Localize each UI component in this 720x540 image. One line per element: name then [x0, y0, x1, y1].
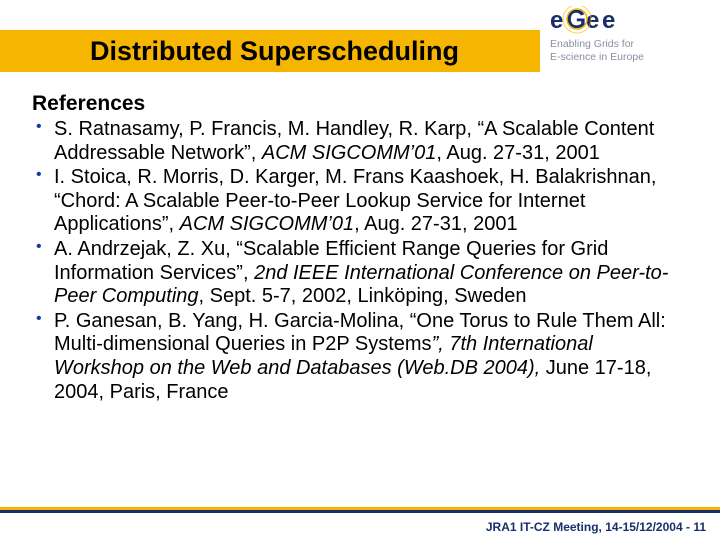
- ref-text-b: , Aug. 27-31, 2001: [354, 213, 517, 235]
- ref-text-b: , Sept. 5-7, 2002, Linköping, Sweden: [199, 285, 527, 307]
- reference-item: A. Andrzejak, Z. Xu, “Scalable Efficient…: [32, 238, 688, 309]
- footer-text: JRA1 IT-CZ Meeting, 14-15/12/2004 - 11: [486, 520, 706, 534]
- ref-ital: ACM SIGCOMM’01: [180, 213, 354, 235]
- ref-ital: ACM SIGCOMM’01: [262, 142, 436, 164]
- tagline-line2: E-science in Europe: [550, 51, 710, 64]
- logo-tagline: Enabling Grids for E-science in Europe: [550, 38, 710, 63]
- tagline-line1: Enabling Grids for: [550, 38, 710, 51]
- slide: Distributed Superscheduling e G e e Enab…: [0, 0, 720, 540]
- slide-title: Distributed Superscheduling: [90, 36, 459, 67]
- reference-item: I. Stoica, R. Morris, D. Karger, M. Fran…: [32, 166, 688, 237]
- reference-item: P. Ganesan, B. Yang, H. Garcia-Molina, “…: [32, 310, 688, 404]
- reference-item: S. Ratnasamy, P. Francis, M. Handley, R.…: [32, 118, 688, 165]
- svg-text:G: G: [566, 6, 586, 34]
- egee-logo-icon: e G e e: [550, 6, 670, 36]
- footer-page: 11: [693, 520, 706, 534]
- content-area: References S. Ratnasamy, P. Francis, M. …: [32, 92, 688, 405]
- footer-meeting: JRA1 IT-CZ Meeting, 14-15/12/2004: [486, 520, 683, 534]
- header-band: Distributed Superscheduling: [0, 30, 540, 72]
- egee-logo: e G e e: [550, 6, 710, 36]
- footer-band-blue: [0, 510, 720, 513]
- references-list: S. Ratnasamy, P. Francis, M. Handley, R.…: [32, 118, 688, 404]
- svg-text:e: e: [602, 7, 615, 34]
- references-heading: References: [32, 92, 688, 116]
- ref-text-b: , Aug. 27-31, 2001: [436, 142, 599, 164]
- logo-area: e G e e Enabling Grids for E-science in …: [550, 6, 710, 63]
- svg-text:e: e: [550, 7, 563, 34]
